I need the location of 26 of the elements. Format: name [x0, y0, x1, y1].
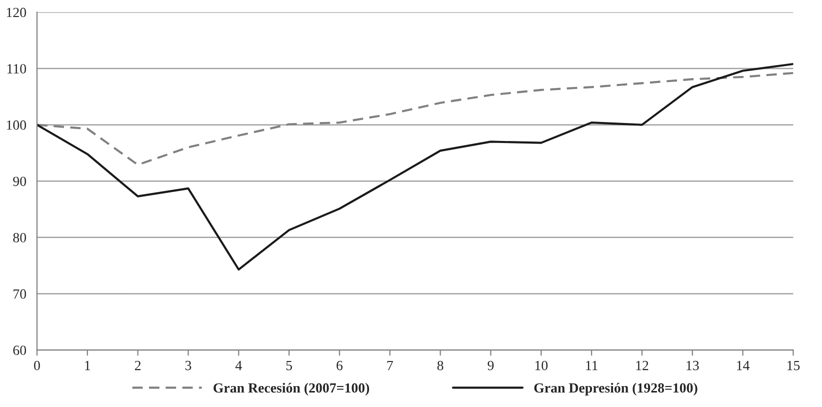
- y-tick-label: 100: [6, 120, 26, 130]
- y-tick-label: 70: [14, 289, 26, 299]
- y-tick-label: 120: [6, 8, 26, 18]
- x-tick-label: 13: [686, 360, 699, 370]
- x-tick-label: 0: [34, 360, 40, 370]
- y-tick-label: 90: [13, 176, 26, 186]
- x-tick-label: 14: [737, 360, 750, 370]
- line-series: [36, 62, 794, 271]
- x-tick-label: 9: [488, 360, 494, 370]
- x-tick-label: 4: [235, 360, 242, 370]
- x-tick-label: 2: [134, 360, 141, 370]
- x-tick-label: 3: [185, 360, 192, 370]
- x-tick-label: 6: [336, 360, 343, 370]
- y-tick-label: 80: [13, 233, 26, 242]
- x-tick-label: 7: [387, 360, 393, 370]
- x-tick-label: 15: [788, 360, 800, 370]
- x-tick-label: 1: [85, 360, 90, 370]
- legend-label: Gran Recesión (2007=100): [214, 382, 370, 396]
- y-tick-label: 110: [7, 64, 26, 74]
- x-tick-label: 11: [586, 360, 598, 370]
- x-tick-label: 8: [437, 360, 444, 370]
- x-tick-label: 5: [286, 360, 292, 370]
- y-tick-label: 60: [13, 346, 26, 355]
- x-tick-label: 12: [636, 360, 648, 370]
- x-tick-label: 10: [535, 360, 548, 370]
- legend-label: Gran Depresión (1928=100): [534, 382, 698, 396]
